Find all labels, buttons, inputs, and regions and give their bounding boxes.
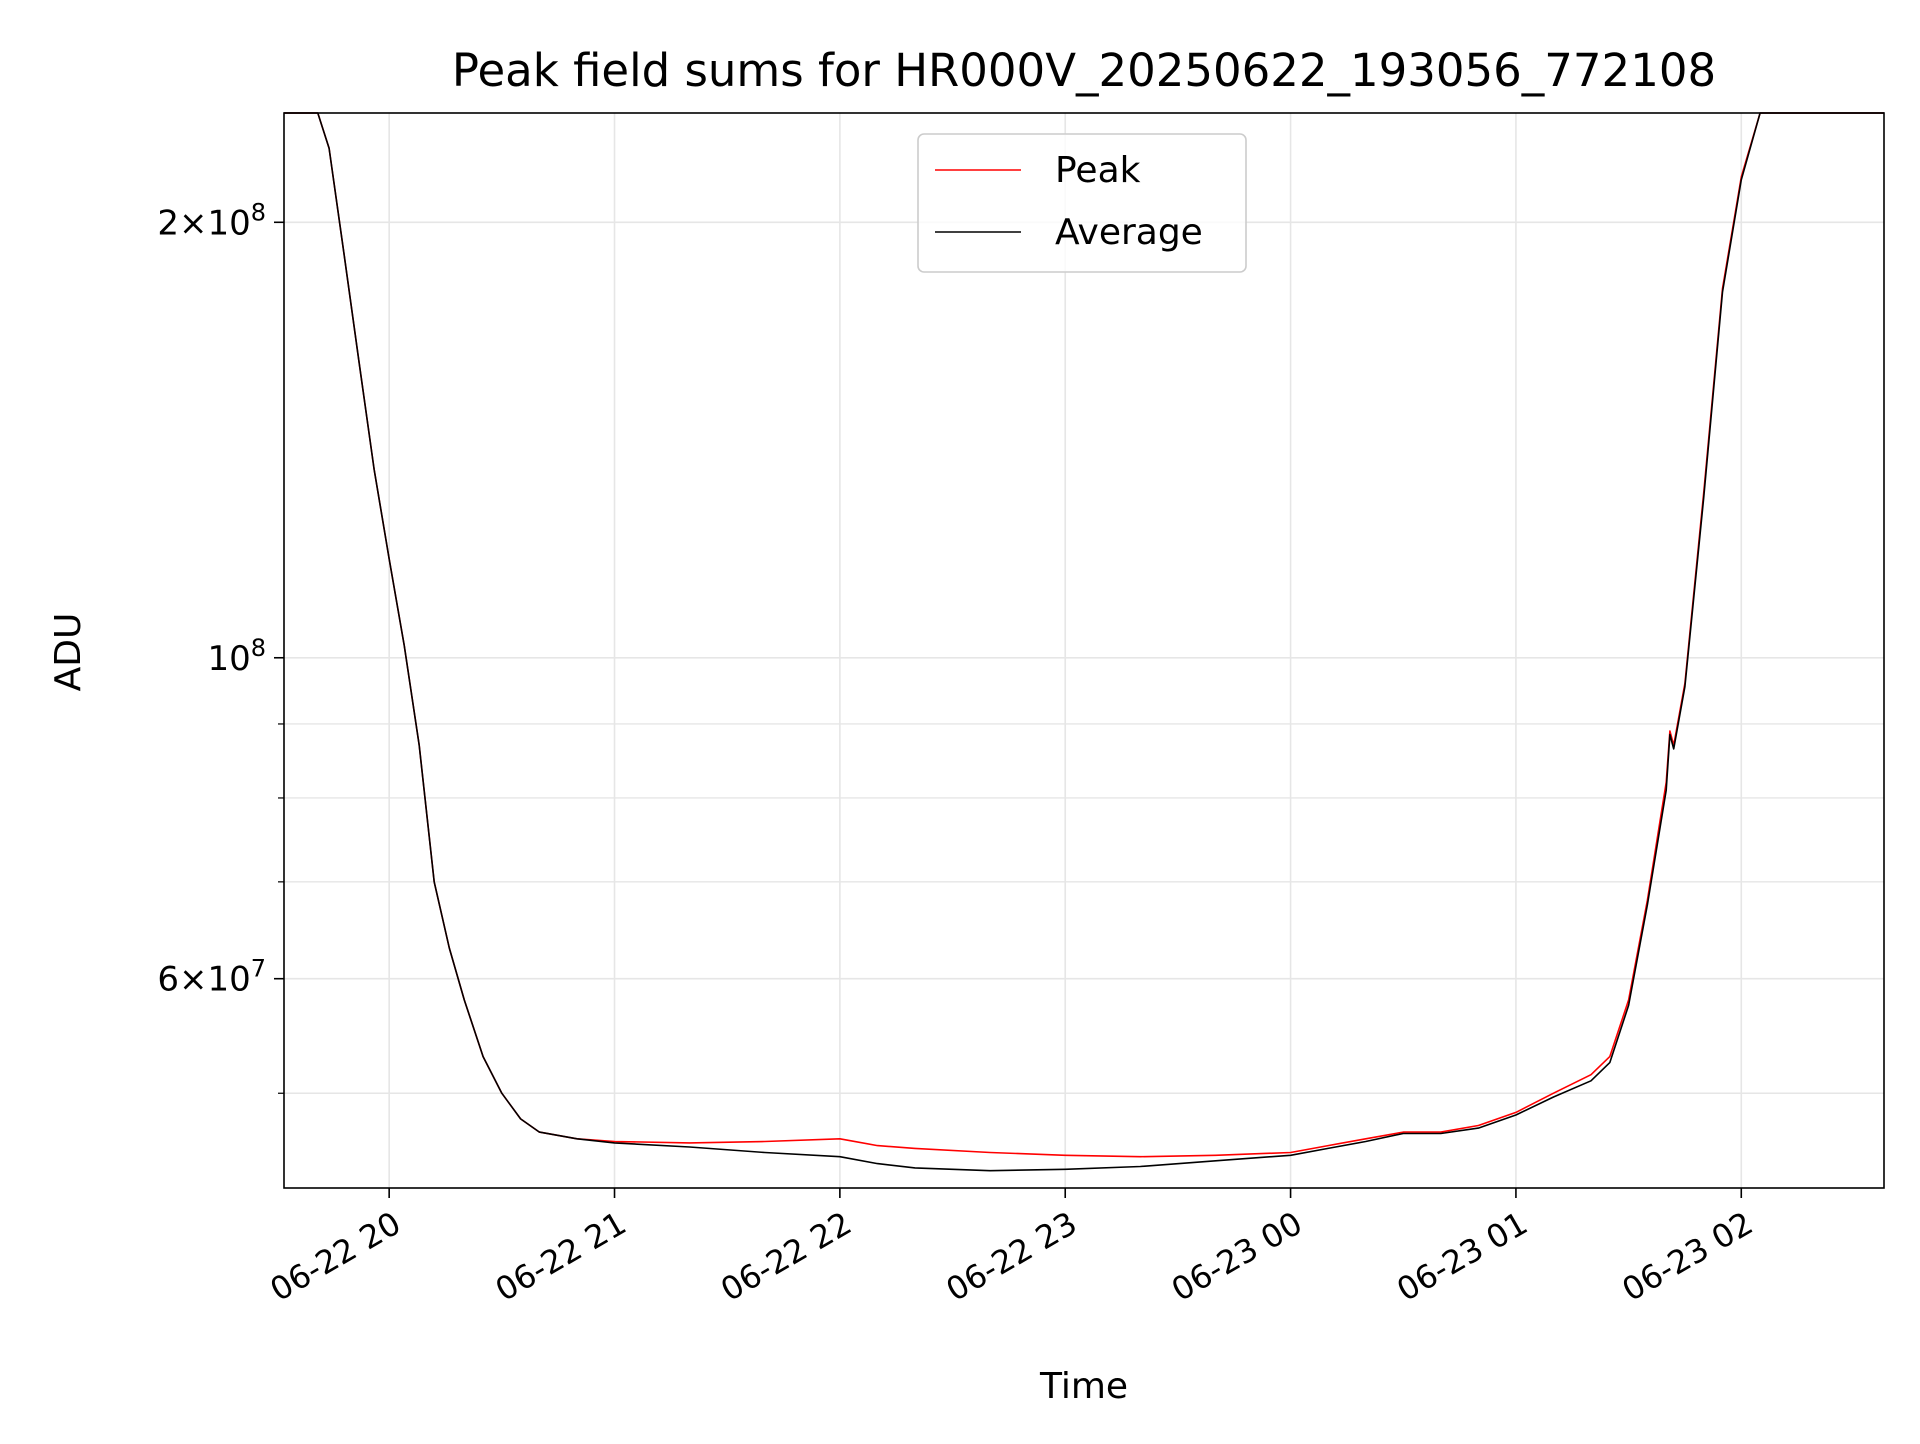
plot-area-frame bbox=[283, 112, 1885, 1189]
y-tick-label: 2×108 bbox=[157, 198, 266, 243]
series-line-average bbox=[284, 112, 1884, 1172]
chart-title: Peak field sums for HR000V_20250622_1930… bbox=[452, 44, 1716, 97]
series-lines bbox=[284, 112, 1884, 1172]
legend-label-average: Average bbox=[1055, 212, 1203, 253]
legend-box bbox=[917, 133, 1247, 273]
grid bbox=[284, 113, 1884, 1188]
legend: Peak Average bbox=[917, 133, 1247, 273]
legend-label-peak: Peak bbox=[1055, 150, 1141, 191]
y-axis-ticks: 2×108 108 6×107 bbox=[157, 198, 284, 1094]
y-tick-label: 6×107 bbox=[157, 955, 266, 1000]
x-axis-label: Time bbox=[1039, 1366, 1128, 1407]
y-axis-label: ADU bbox=[48, 613, 89, 692]
y-tick-label: 108 bbox=[207, 634, 266, 679]
